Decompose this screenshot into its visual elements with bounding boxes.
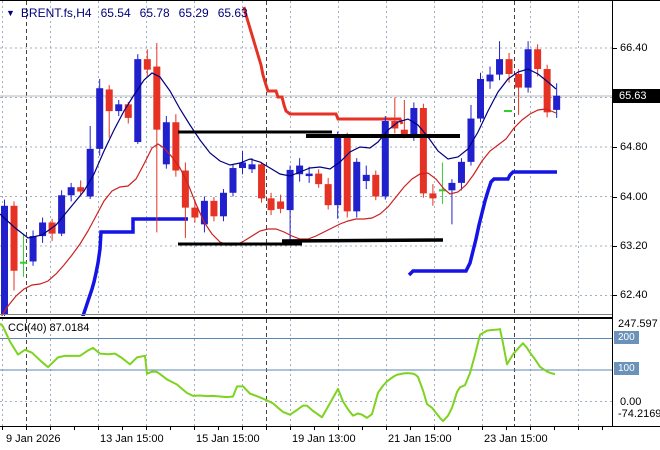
price-label: 64.80 bbox=[620, 141, 648, 153]
slow-ma-line[interactable] bbox=[0, 108, 557, 316]
candles-layer bbox=[1, 41, 561, 316]
price-label-tick bbox=[613, 197, 617, 198]
support-step-line-left[interactable] bbox=[81, 217, 188, 316]
trend-line[interactable] bbox=[281, 238, 444, 243]
time-label: 9 Jan 2026 bbox=[6, 433, 61, 445]
time-tick bbox=[602, 427, 603, 430]
time-scale[interactable]: 9 Jan 2026 13 Jan 15:00 15 Jan 15:00 19 Jan… bbox=[0, 427, 660, 450]
time-tick bbox=[218, 427, 219, 430]
time-tick bbox=[290, 427, 291, 430]
panel-divider[interactable] bbox=[0, 317, 660, 319]
time-tick bbox=[386, 427, 387, 430]
price-scale[interactable]: 65.63 66.40 64.80 64.00 63.20 62.40 247.597 20… bbox=[612, 1, 660, 426]
cci-value-line[interactable] bbox=[0, 322, 556, 423]
cci-level-badge: 200 bbox=[614, 331, 639, 344]
price-label-tick bbox=[613, 48, 617, 49]
time-tick bbox=[578, 427, 579, 430]
main-price-chart[interactable] bbox=[0, 1, 612, 316]
time-tick bbox=[50, 427, 51, 430]
quote-open: 65.54 bbox=[100, 6, 131, 20]
panel-divider-top bbox=[0, 314, 660, 315]
cci-grid-layer bbox=[2, 319, 579, 426]
last-price-box: 65.63 bbox=[613, 89, 660, 103]
dropdown-triangle-icon: ▼ bbox=[6, 8, 15, 18]
price-label: 66.40 bbox=[620, 42, 648, 54]
time-tick bbox=[26, 427, 27, 430]
price-label-tick bbox=[613, 147, 617, 148]
time-tick bbox=[338, 427, 339, 430]
time-tick bbox=[530, 427, 531, 430]
indicator-bottom-border bbox=[0, 426, 660, 427]
time-label: 13 Jan 15:00 bbox=[100, 433, 164, 445]
resistance-step-line[interactable] bbox=[242, 6, 404, 125]
time-tick bbox=[122, 427, 123, 430]
chart-title: ▼ BRENT.fs,H4 65.54 65.78 65.29 65.63 bbox=[6, 6, 248, 20]
cci-level-badge: 100 bbox=[614, 362, 639, 375]
time-tick bbox=[410, 427, 411, 430]
price-label: 62.40 bbox=[620, 289, 648, 301]
quote-low: 65.29 bbox=[178, 6, 209, 20]
time-tick bbox=[170, 427, 171, 430]
indicator-label: CCI(40) 87.0184 bbox=[8, 322, 90, 334]
time-tick bbox=[98, 427, 99, 430]
time-tick bbox=[146, 427, 147, 430]
cci-indicator-panel[interactable] bbox=[0, 319, 612, 426]
time-tick bbox=[482, 427, 483, 430]
time-label: 21 Jan 15:00 bbox=[388, 433, 452, 445]
quote-high: 65.78 bbox=[139, 6, 170, 20]
support-step-line-right[interactable] bbox=[407, 170, 557, 277]
time-tick bbox=[74, 427, 75, 430]
time-tick bbox=[554, 427, 555, 430]
time-tick bbox=[2, 427, 3, 430]
time-label: 15 Jan 15:00 bbox=[196, 433, 260, 445]
time-tick bbox=[362, 427, 363, 430]
price-label-tick bbox=[613, 246, 617, 247]
time-label: 19 Jan 13:00 bbox=[292, 433, 356, 445]
price-label: 63.20 bbox=[620, 240, 648, 252]
cci-min-label: -74.2169 bbox=[618, 408, 660, 420]
time-tick bbox=[434, 427, 435, 430]
price-label-tick bbox=[613, 295, 617, 296]
time-tick bbox=[266, 427, 267, 430]
doji-dash-marker bbox=[504, 110, 512, 112]
quote-close: 65.63 bbox=[217, 6, 248, 20]
time-tick bbox=[314, 427, 315, 430]
cci-zero-label: 0.00 bbox=[620, 396, 642, 408]
cci-max-label: 247.597 bbox=[618, 318, 658, 330]
symbol-timeframe-label: BRENT.fs,H4 bbox=[20, 6, 92, 20]
time-tick bbox=[194, 427, 195, 430]
time-tick bbox=[458, 427, 459, 430]
time-tick bbox=[506, 427, 507, 430]
fast-ma-line[interactable] bbox=[0, 68, 557, 239]
time-tick bbox=[242, 427, 243, 430]
price-label: 64.00 bbox=[620, 191, 648, 203]
time-label: 23 Jan 15:00 bbox=[484, 433, 548, 445]
